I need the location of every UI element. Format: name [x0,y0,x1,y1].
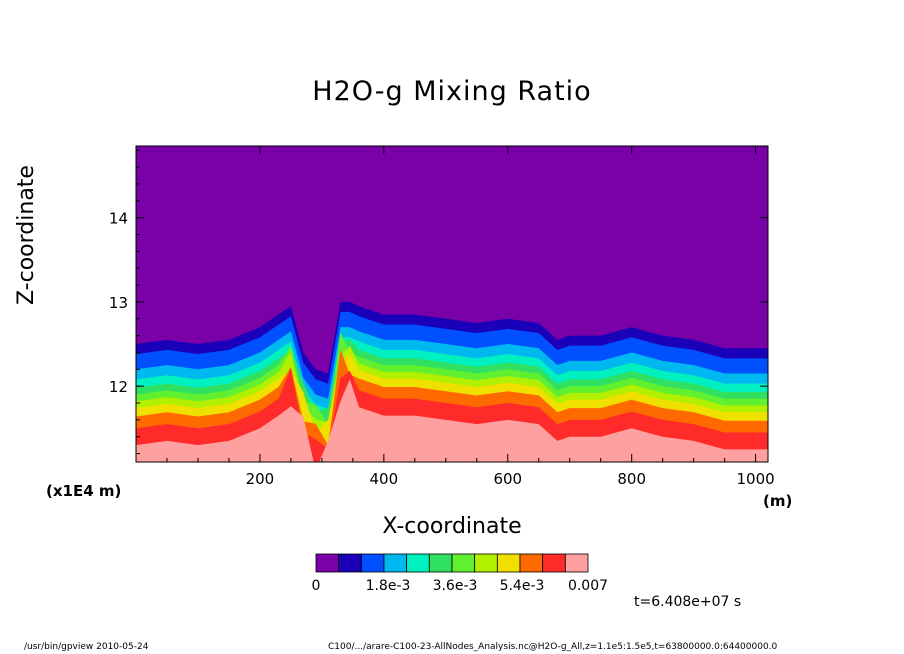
x-axis-unit: (m) [763,492,793,510]
footer-left: /usr/bin/gpview 2010-05-24 [24,642,149,652]
y-tick-label: 13 [109,294,128,312]
time-annotation: t=6.408e+07 s [634,594,742,610]
colorbar-swatch [542,553,566,573]
y-tick-label: 12 [109,378,128,396]
chart-title: H2O-g Mixing Ratio [312,76,592,107]
x-tick-label: 200 [246,470,275,488]
colorbar-tick-label: 1.8e-3 [366,578,411,594]
y-axis-label: Z-coordinate [14,165,39,305]
colorbar-swatch [519,553,544,573]
colorbar-tick-label: 0 [312,578,321,594]
colorbar-swatch [338,553,362,573]
colorbar-tick-label: 0.007 [568,578,608,594]
x-tick-label: 600 [493,470,522,488]
colorbar-swatch [383,553,408,573]
y-tick-label: 14 [109,210,128,228]
x-tick-label: 800 [617,470,646,488]
colorbar-tick-label: 3.6e-3 [433,578,478,594]
colorbar-swatch [406,553,430,573]
colorbar-swatch [428,553,453,573]
x-tick-label: 400 [370,470,399,488]
colorbar-swatch [451,553,476,573]
plot-frame [135,145,769,463]
x-tick-label: 1000 [737,470,775,488]
colorbar-swatch [360,553,385,573]
colorbar-swatch [315,553,340,573]
contour-band-11 [136,379,768,462]
footer-right: C100/.../arare-C100-23-AllNodes_Analysis… [328,642,778,652]
colorbar-swatch [474,553,498,573]
y-axis-unit: (x1E4 m) [46,482,122,500]
colorbar-swatch [564,553,589,573]
colorbar-swatch [496,553,521,573]
x-axis-label: X-coordinate [382,514,522,539]
colorbar-tick-label: 5.4e-3 [500,578,545,594]
contour-group [136,301,768,462]
